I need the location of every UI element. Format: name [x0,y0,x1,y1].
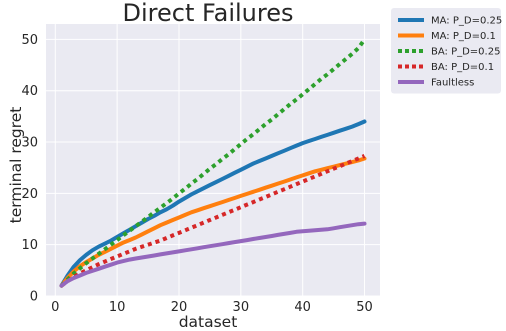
x-tick-label: 40 [294,300,311,315]
legend-label: MA: P_D=0.1 [431,31,496,42]
y-tick-label: 40 [21,84,38,99]
y-axis-label: terminal regret [7,107,25,224]
x-tick-label: 20 [171,300,188,315]
y-tick-label: 10 [21,238,38,253]
x-axis-label: dataset [179,313,238,331]
plot-background [46,24,380,296]
y-tick-label: 50 [21,33,38,48]
y-tick-label: 30 [21,136,38,151]
chart-title: Direct Failures [123,0,294,27]
x-tick-label: 10 [109,300,126,315]
y-tick-label: 20 [21,187,38,202]
legend-label: BA: P_D=0.25 [431,47,500,58]
x-tick-label: 50 [356,300,373,315]
series-line-3 [60,38,367,288]
series-line-1 [59,119,367,288]
x-tick-label: 0 [51,300,59,315]
legend-label: MA: P_D=0.25 [431,16,502,27]
series-lines [59,38,367,288]
legend-label: BA: P_D=0.1 [431,62,494,73]
legend: MA: P_D=0.25 MA: P_D=0.1 BA: P_D=0.25 BA: P… [391,8,502,94]
tick-labels: 0 10 20 30 40 50 0 10 20 30 40 50 [21,33,372,315]
series-line-5 [59,221,367,288]
y-tick-label: 0 [30,290,38,305]
x-tick-label: 30 [233,300,250,315]
legend-label: Faultless [431,78,474,89]
legend-box [391,8,501,94]
series-line-2 [59,156,367,288]
series-line-4 [60,154,366,288]
